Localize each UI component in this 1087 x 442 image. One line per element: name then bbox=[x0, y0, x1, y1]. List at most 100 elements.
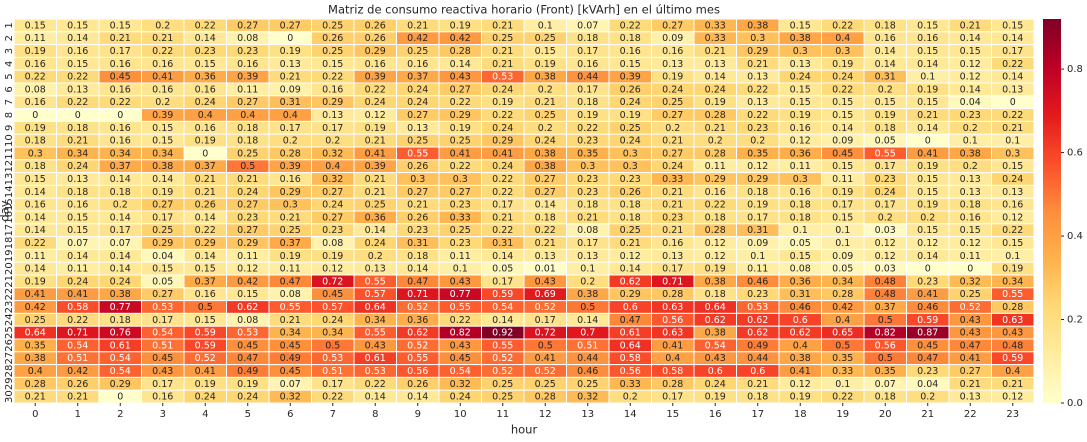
cell-value-label: 0.15 bbox=[1002, 161, 1023, 172]
cell-value-label: 0.22 bbox=[1002, 59, 1023, 70]
cell-value-label: 0.2 bbox=[878, 212, 893, 223]
cell-value-label: 0.17 bbox=[577, 84, 598, 95]
cell-value-label: 0.14 bbox=[110, 212, 131, 223]
cell-value-label: 0.13 bbox=[280, 59, 301, 70]
cell-value-label: 0.64 bbox=[365, 302, 386, 313]
cell-value-label: 0.12 bbox=[960, 238, 981, 249]
cell-value-label: 0.08 bbox=[25, 84, 46, 95]
cell-value-label: 0.53 bbox=[322, 353, 343, 364]
cell-value-label: 0.24 bbox=[1002, 174, 1023, 185]
cell-value-label: 0.71 bbox=[662, 276, 683, 287]
cell-value-label: 0.17 bbox=[322, 379, 343, 390]
x-tick-label: 20 bbox=[879, 409, 892, 420]
cell-value-label: 0.16 bbox=[662, 46, 683, 57]
cell-value-label: 0.21 bbox=[620, 238, 641, 249]
cell-value-label: 0.22 bbox=[450, 97, 471, 108]
cell-value-label: 0.18 bbox=[67, 123, 88, 134]
cell-value-label: 0.2 bbox=[963, 123, 978, 134]
cell-value-label: 0.15 bbox=[67, 59, 88, 70]
cell-value-label: 0.62 bbox=[620, 276, 641, 287]
cell-value-label: 0.24 bbox=[67, 161, 88, 172]
cell-value-label: 0.23 bbox=[917, 366, 938, 377]
cell-value-label: 0.21 bbox=[280, 315, 301, 326]
y-axis-label: day bbox=[0, 200, 12, 221]
cell-value-label: 0.27 bbox=[450, 187, 471, 198]
cell-value-label: 0.35 bbox=[875, 366, 896, 377]
cell-value-label: 0.15 bbox=[25, 174, 46, 185]
cell-value-label: 0.21 bbox=[492, 59, 513, 70]
cell-value-label: 0.17 bbox=[280, 123, 301, 134]
cell-value-label: 0.4 bbox=[198, 110, 213, 121]
cell-value-label: 0.08 bbox=[237, 33, 258, 44]
cell-value-label: 0.14 bbox=[577, 315, 598, 326]
cell-value-label: 0.19 bbox=[705, 97, 726, 108]
cell-value-label: 0.38 bbox=[960, 148, 981, 159]
cell-value-label: 0.53 bbox=[365, 366, 386, 377]
cell-value-label: 0.61 bbox=[620, 328, 641, 339]
cell-value-label: 0.45 bbox=[237, 340, 258, 351]
cell-value-label: 0.13 bbox=[67, 84, 88, 95]
cell-value-label: 0.36 bbox=[365, 212, 386, 223]
cell-value-label: 0.22 bbox=[832, 84, 853, 95]
x-tick-label: 8 bbox=[372, 409, 378, 420]
cell-value-label: 0.09 bbox=[832, 251, 853, 262]
cell-value-label: 0.22 bbox=[535, 225, 556, 236]
cell-value-label: 0.55 bbox=[280, 302, 301, 313]
cell-value-label: 0.4 bbox=[793, 340, 808, 351]
cell-value-label: 0.19 bbox=[620, 110, 641, 121]
cell-value-label: 0.23 bbox=[620, 174, 641, 185]
cell-value-label: 0.17 bbox=[875, 161, 896, 172]
cell-value-label: 0.21 bbox=[662, 187, 683, 198]
cell-value-label: 0.34 bbox=[152, 148, 173, 159]
cell-value-label: 0.33 bbox=[450, 212, 471, 223]
cell-value-label: 0.15 bbox=[790, 97, 811, 108]
cell-value-label: 0.18 bbox=[110, 315, 131, 326]
cell-value-label: 0.17 bbox=[322, 123, 343, 134]
cell-value-label: 0.64 bbox=[705, 302, 726, 313]
cell-value-label: 0.14 bbox=[110, 264, 131, 275]
cell-value-label: 0.26 bbox=[322, 33, 343, 44]
cell-value-label: 0.27 bbox=[152, 289, 173, 300]
cell-value-label: 0.56 bbox=[407, 366, 428, 377]
cell-value-label: 0.19 bbox=[790, 110, 811, 121]
cell-value-label: 0.21 bbox=[747, 59, 768, 70]
cell-value-label: 0.2 bbox=[623, 392, 638, 403]
cell-value-label: 0.21 bbox=[492, 212, 513, 223]
cell-value-label: 0.21 bbox=[1002, 379, 1023, 390]
cell-value-label: 0.14 bbox=[25, 264, 46, 275]
cell-value-label: 0.19 bbox=[25, 276, 46, 287]
cell-value-label: 0.12 bbox=[237, 264, 258, 275]
cell-value-label: 0.43 bbox=[1002, 328, 1023, 339]
cell-value-label: 0.55 bbox=[492, 340, 513, 351]
cell-value-label: 0.27 bbox=[450, 84, 471, 95]
cell-value-label: 0.18 bbox=[790, 200, 811, 211]
cell-value-label: 0.56 bbox=[662, 315, 683, 326]
cell-value-label: 0.19 bbox=[535, 59, 556, 70]
cell-value-label: 0.15 bbox=[832, 97, 853, 108]
cell-value-label: 0.18 bbox=[67, 187, 88, 198]
cell-value-label: 0.41 bbox=[960, 353, 981, 364]
cell-value-label: 0.16 bbox=[577, 59, 598, 70]
cell-value-label: 0.16 bbox=[790, 187, 811, 198]
cell-value-label: 0.54 bbox=[492, 302, 513, 313]
cell-value-label: 0.18 bbox=[747, 187, 768, 198]
cell-value-label: 0.19 bbox=[195, 379, 216, 390]
cell-value-label: 0.11 bbox=[280, 264, 301, 275]
cell-value-label: 0.28 bbox=[705, 110, 726, 121]
cell-value-label: 0.25 bbox=[322, 46, 343, 57]
cell-value-label: 0.22 bbox=[450, 315, 471, 326]
cell-value-label: 0.22 bbox=[577, 123, 598, 134]
cell-value-label: 0.21 bbox=[535, 97, 556, 108]
cell-value-label: 0.56 bbox=[620, 366, 641, 377]
cell-value-label: 0.28 bbox=[25, 379, 46, 390]
cell-value-label: 0.27 bbox=[237, 20, 258, 31]
cell-value-label: 0.21 bbox=[662, 136, 683, 147]
y-tick-label: 7 bbox=[4, 99, 15, 105]
y-tick-label: 28 bbox=[4, 365, 15, 378]
cell-value-label: 0.27 bbox=[535, 187, 556, 198]
cell-value-label: 0.14 bbox=[875, 46, 896, 57]
cell-value-label: 0.13 bbox=[1002, 84, 1023, 95]
cell-value-label: 0.28 bbox=[705, 148, 726, 159]
cell-value-label: 0.26 bbox=[407, 379, 428, 390]
cell-value-label: 0.53 bbox=[237, 328, 258, 339]
